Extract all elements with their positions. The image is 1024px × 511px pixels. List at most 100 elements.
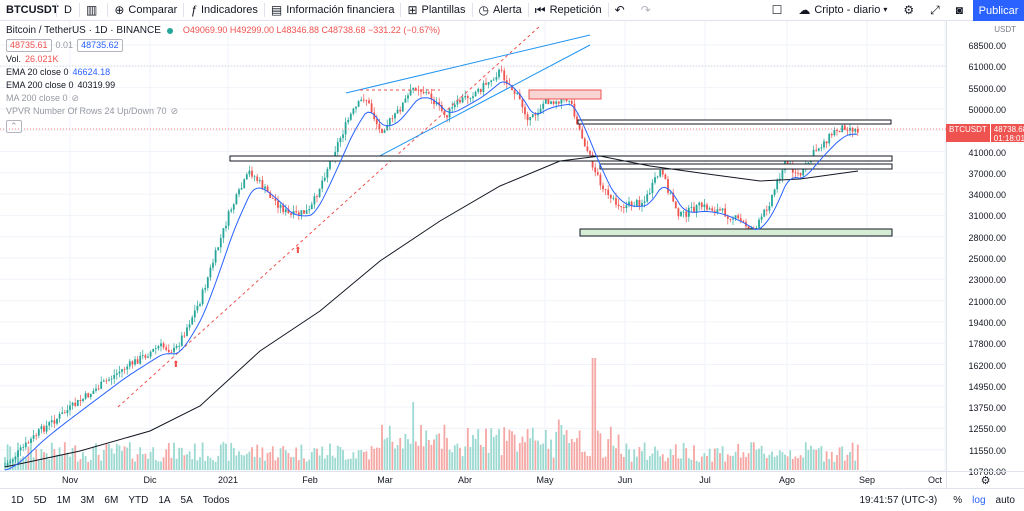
level-box-2[interactable] — [229, 155, 893, 162]
range-button-ytd[interactable]: YTD — [128, 494, 149, 506]
volume-bar — [524, 442, 526, 470]
publish-button[interactable]: Publicar — [973, 0, 1024, 21]
volume-bar — [794, 456, 797, 470]
volume-bar — [251, 447, 253, 470]
financials-button[interactable]: ▤ Información financiera — [265, 0, 401, 21]
resistance-box-top[interactable] — [528, 89, 602, 100]
volume-bar — [776, 455, 779, 470]
square-icon: ☐ — [771, 3, 783, 17]
candle-body — [802, 167, 805, 176]
volume-bar — [399, 437, 402, 470]
symbol-search[interactable]: BTCUSDT — [0, 0, 59, 21]
templates-button[interactable]: ⊞ Plantillas — [401, 0, 471, 21]
price-chart[interactable]: ⬆ ⬆ — [0, 21, 946, 471]
eye-off-icon[interactable]: ⊘ — [71, 93, 80, 103]
volume-bar — [534, 440, 537, 470]
collapse-legend[interactable]: ⌃ — [6, 120, 440, 133]
expand-button[interactable]: ⤢ — [924, 0, 950, 21]
range-button-3m[interactable]: 3M — [80, 494, 95, 506]
channel-line-upper[interactable] — [345, 34, 591, 94]
axis-settings-button[interactable]: ⚙ — [946, 471, 1024, 488]
range-button-todos[interactable]: Todos — [202, 494, 230, 506]
candle-body — [674, 201, 677, 209]
time-tick: Abr — [457, 475, 473, 485]
chart-type-button[interactable]: ▥ — [80, 0, 107, 21]
volume-bar — [745, 457, 747, 470]
candle-body — [409, 89, 412, 96]
bid-price[interactable]: 48735.61 — [6, 39, 52, 52]
volume-bar — [261, 447, 264, 470]
auto-toggle[interactable]: auto — [995, 494, 1015, 506]
log-toggle[interactable]: log — [972, 494, 986, 506]
price-tick: 50000.00 — [968, 104, 1006, 115]
volume-bar — [542, 443, 545, 470]
volume-bar — [820, 446, 823, 470]
volume-bar — [217, 455, 220, 470]
candle-body — [108, 379, 110, 381]
range-button-6m[interactable]: 6M — [104, 494, 119, 506]
vpvr-row[interactable]: VPVR Number Of Rows 24 Up/Down 70 ⊘ — [6, 105, 440, 118]
volume-bar — [474, 438, 477, 470]
indicators-button[interactable]: ƒ Indicadores — [184, 0, 264, 21]
candle-body — [669, 192, 672, 194]
percent-toggle[interactable]: % — [953, 494, 963, 506]
volume-bar — [178, 447, 181, 470]
time-tick: 2021 — [217, 475, 239, 485]
candle-body — [173, 347, 175, 353]
candle-body — [412, 88, 415, 90]
candle-body — [230, 209, 233, 212]
undo-button[interactable]: ↶ — [609, 0, 635, 21]
bottom-bar: 1D 5D 1M 3M 6M YTD 1A 5A Todos 19:41:57 (UTC-3) … — [0, 488, 1024, 511]
time-tick: Nov — [61, 475, 79, 485]
volume-bar — [284, 450, 287, 470]
redo-button[interactable]: ↷ — [635, 0, 661, 21]
candle-body — [680, 211, 682, 217]
volume-bar — [804, 442, 807, 470]
divider — [107, 3, 109, 17]
replay-button[interactable]: ⏮ Repetición — [529, 0, 608, 21]
volume-bar — [849, 451, 851, 470]
ma200-row[interactable]: MA 200 close 0 ⊘ — [6, 92, 440, 105]
volume-bar — [344, 459, 347, 470]
clock[interactable]: 19:41:57 (UTC-3) — [859, 494, 938, 506]
range-button-1d[interactable]: 1D — [11, 494, 24, 506]
countdown: 01:18:01 — [993, 134, 1024, 143]
volume-bar — [854, 460, 857, 470]
channel-line-lower[interactable] — [373, 44, 591, 160]
price-axis[interactable]: USDT 68500.0061000.0055000.0050000.00450… — [946, 21, 1024, 477]
layout-button[interactable]: ☁ Cripto - diario ▾ — [792, 0, 897, 21]
candle-body — [711, 208, 714, 211]
trend-line-dashed[interactable] — [117, 25, 541, 408]
volume-bar — [695, 460, 698, 470]
candle-body — [433, 99, 435, 105]
volume-bar — [654, 446, 656, 470]
level-box-3[interactable] — [599, 163, 893, 170]
level-box-1[interactable] — [577, 119, 892, 125]
ask-price[interactable]: 48735.62 — [77, 39, 123, 52]
time-axis[interactable]: Nov Dic 2021 Feb Mar Abr May Jun Jul Ago Sep Oct — [0, 471, 946, 485]
volume-bar — [682, 442, 685, 470]
support-box[interactable] — [579, 228, 893, 237]
ema200-row[interactable]: EMA 200 close 0 40319.99 — [6, 79, 440, 92]
volume-bar — [318, 455, 321, 470]
chevron-up-icon[interactable]: ⌃ — [6, 120, 22, 133]
volume-bar — [310, 452, 313, 470]
volume-bar — [110, 448, 113, 470]
candle-body — [628, 201, 630, 206]
fullscreen-box-button[interactable]: ☐ — [766, 0, 793, 21]
range-button-1a[interactable]: 1A — [158, 494, 171, 506]
settings-button[interactable]: ⚙ — [897, 0, 924, 21]
alert-button[interactable]: ◷ Alerta — [473, 0, 528, 21]
range-button-5a[interactable]: 5A — [180, 494, 193, 506]
volume-bar — [253, 456, 256, 470]
compare-button[interactable]: ⊕ Comparar — [108, 0, 183, 21]
candle-body — [781, 170, 784, 179]
interval-button[interactable]: D — [57, 0, 79, 21]
range-button-5d[interactable]: 5D — [33, 494, 47, 506]
volume-bar — [615, 448, 617, 470]
volume-bar — [342, 450, 344, 470]
ema20-row[interactable]: EMA 20 close 0 46624.18 — [6, 66, 440, 79]
range-button-1m[interactable]: 1M — [56, 494, 71, 506]
eye-off-icon[interactable]: ⊘ — [170, 106, 179, 116]
snapshot-button[interactable]: ◙ — [950, 0, 973, 21]
